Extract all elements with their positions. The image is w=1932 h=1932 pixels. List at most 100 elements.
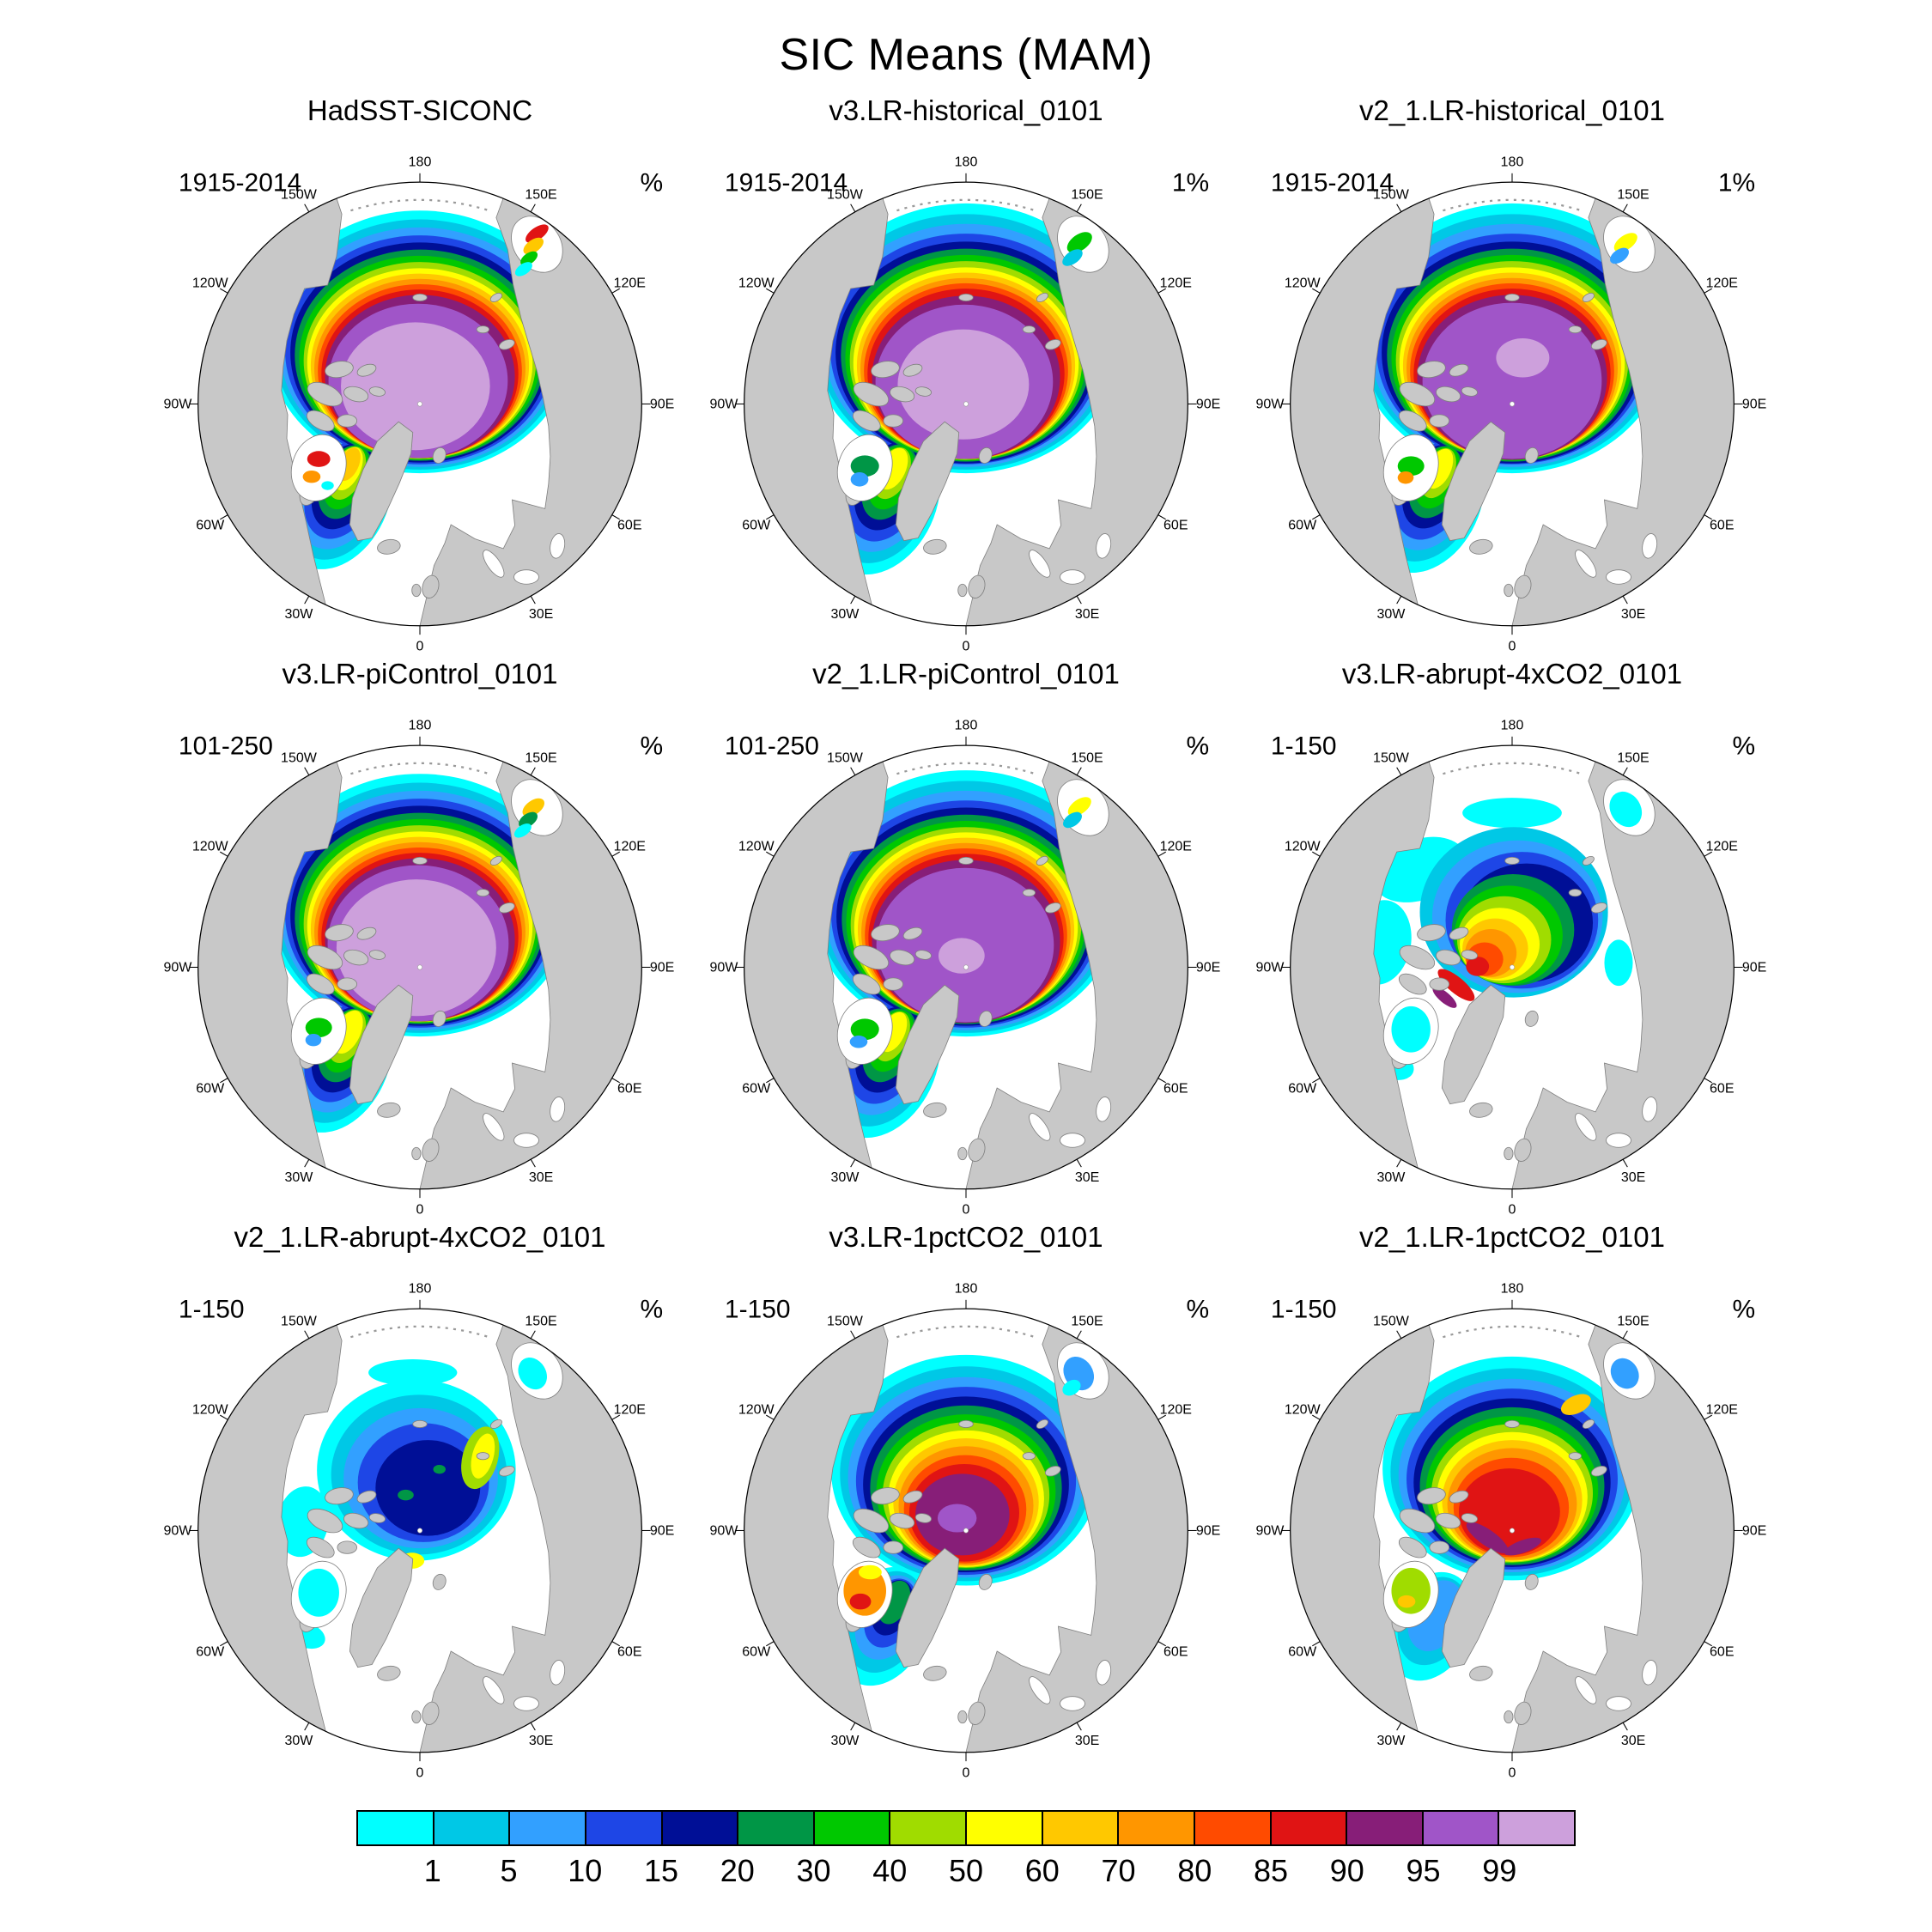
sic-contour-region (1391, 1567, 1431, 1614)
map-panel-7: v2_1.LR-abrupt-4xCO2_0101 1-150% 180 150E 12… (154, 1219, 686, 1781)
sic-contour-region (850, 455, 879, 477)
lon-label: 90W (163, 1524, 192, 1539)
sic-contour-region (1397, 471, 1414, 484)
lon-label: 30E (529, 607, 553, 622)
sic-contour-region (398, 1489, 414, 1501)
lon-label: 60W (196, 1645, 225, 1660)
lon-label: 120E (1706, 1403, 1738, 1418)
sic-contour-region (1437, 969, 1475, 1001)
sic-contour-region (858, 1564, 882, 1580)
lon-label: 0 (1509, 640, 1516, 654)
lon-label: 150W (1373, 1314, 1410, 1328)
lon-label: 60W (1288, 1645, 1317, 1660)
lon-label: 180 (955, 155, 978, 170)
pole-dot (417, 401, 422, 407)
panel-title: v3.LR-1pctCO2_0101 (829, 1221, 1103, 1253)
colorbar-segment (1421, 1812, 1498, 1844)
sea-ice-overlay (302, 224, 549, 490)
sic-contour-region (849, 1036, 868, 1048)
sic-contour-region (302, 470, 321, 483)
map-panel-9: v2_1.LR-1pctCO2_0101 1-150% 180 150E 120E 90E… (1246, 1219, 1778, 1781)
period-label: 1915-2014 (179, 168, 301, 197)
lon-label: 150E (1617, 750, 1649, 765)
sic-contour-region (1062, 1379, 1081, 1396)
lon-label: 120W (192, 840, 229, 854)
map-panel-2: v3.LR-historical_0101 1915-2014 1% 180 150E 1… (700, 93, 1232, 654)
sic-contour-region (518, 1358, 547, 1390)
lon-label: 60W (196, 519, 225, 533)
sic-contour-region (305, 1018, 332, 1038)
sic-contour-region (1609, 791, 1643, 828)
lon-label: 60E (617, 1082, 641, 1097)
sic-contour-region (1504, 1537, 1541, 1556)
sea-ice-overlay (305, 798, 545, 1047)
polar-map: 1915-2014 % 180 150E 120E 90E 60E 30E 0 30W 60W 90W… (163, 155, 674, 654)
lon-label: 120E (1160, 276, 1192, 291)
panel-title: HadSST-SICONC (307, 94, 533, 126)
lon-label: 150W (1373, 750, 1410, 765)
sic-contour-region (375, 1440, 481, 1536)
lon-label: 90E (1196, 1524, 1220, 1539)
lon-label: 0 (416, 640, 424, 654)
lon-ticks (189, 173, 651, 635)
lon-label: 60E (1163, 1645, 1188, 1660)
lon-labels: 180 150E 120E 90E 60E 30E 0 30W 60W 90W 120W 150W (1255, 719, 1766, 1218)
lon-label: 90W (163, 961, 192, 975)
lon-label: 0 (1509, 1203, 1516, 1218)
colorbar-segment (965, 1812, 1042, 1844)
period-label: 1915-2014 (725, 168, 848, 197)
lon-label: 0 (963, 1766, 970, 1781)
lon-label: 150W (1373, 187, 1410, 202)
lon-label: 120E (614, 276, 646, 291)
lon-labels: 180 150E 120E 90E 60E 30E 0 30W 60W 90W 120W 150W (709, 155, 1220, 654)
lon-label: 180 (955, 719, 978, 733)
sea-ice-overlay (298, 1358, 547, 1617)
lon-label: 180 (409, 155, 432, 170)
lon-label: 150E (1617, 187, 1649, 202)
panel-title: v2_1.LR-piControl_0101 (812, 658, 1120, 690)
lon-labels: 180 150E 120E 90E 60E 30E 0 30W 60W 90W 120W 150W (1255, 1282, 1766, 1781)
lon-label: 150W (281, 1314, 318, 1328)
sic-contour-region (1459, 1468, 1560, 1556)
lon-label: 150W (827, 187, 864, 202)
polar-map: 1915-2014 1% 180 150E 120E 90E 60E 30E 0 30W 60W 90… (709, 155, 1220, 654)
colorbar-segment (1193, 1812, 1270, 1844)
period-label: 1915-2014 (1271, 168, 1394, 197)
lon-label: 30W (284, 607, 313, 622)
lon-label: 30E (1075, 1734, 1099, 1748)
colorbar-tick-label: 40 (872, 1853, 908, 1888)
period-label: 1-150 (1271, 1295, 1337, 1323)
colorbar-tick-label: 10 (568, 1853, 603, 1888)
polar-map: 1-150 % 180 150E 120E 90E 60E 30E 0 30W 60W 90W 120W… (709, 1282, 1220, 1781)
colorbar-tick-label: 95 (1406, 1853, 1441, 1888)
sic-contour-region (1462, 798, 1562, 829)
sic-contour-region (1063, 811, 1082, 829)
sic-contour-region (1466, 1522, 1509, 1553)
polar-map: 1915-2014 1% 180 150E 120E 90E 60E 30E 0 30W 60W 90… (1255, 155, 1766, 654)
sic-contour-region (519, 811, 538, 829)
lon-label: 120E (1160, 1403, 1192, 1418)
lon-ticks (735, 1299, 1197, 1762)
colorbar-segment (508, 1812, 585, 1844)
colorbar-tick-label: 60 (1024, 1853, 1060, 1888)
lon-label: 90E (650, 961, 674, 975)
lon-label: 30E (1621, 1734, 1645, 1748)
lon-label: 90E (650, 1524, 674, 1539)
unit-label: % (640, 1295, 663, 1323)
lon-ticks (735, 736, 1197, 1199)
lon-label: 150W (281, 750, 318, 765)
colorbar-segment (1117, 1812, 1194, 1844)
lon-label: 30W (284, 1734, 313, 1748)
panel-title: v2_1.LR-abrupt-4xCO2_0101 (234, 1221, 606, 1253)
lon-label: 30E (1621, 1170, 1645, 1185)
lon-label: 120W (192, 276, 229, 291)
lon-label: 180 (409, 719, 432, 733)
lon-labels: 180 150E 120E 90E 60E 30E 0 30W 60W 90W 120W 150W (709, 719, 1220, 1218)
lon-label: 30W (830, 1170, 860, 1185)
unit-label: % (1732, 732, 1755, 760)
sic-contour-region (523, 237, 544, 255)
lon-labels: 180 150E 120E 90E 60E 30E 0 30W 60W 90W 120W 150W (163, 155, 674, 654)
lon-label: 150E (1071, 1314, 1103, 1328)
pole-dot (417, 964, 422, 970)
colorbar: 1 5 10 15 20 30 40 50 60 70 80 85 90 95 99 (356, 1810, 1576, 1893)
